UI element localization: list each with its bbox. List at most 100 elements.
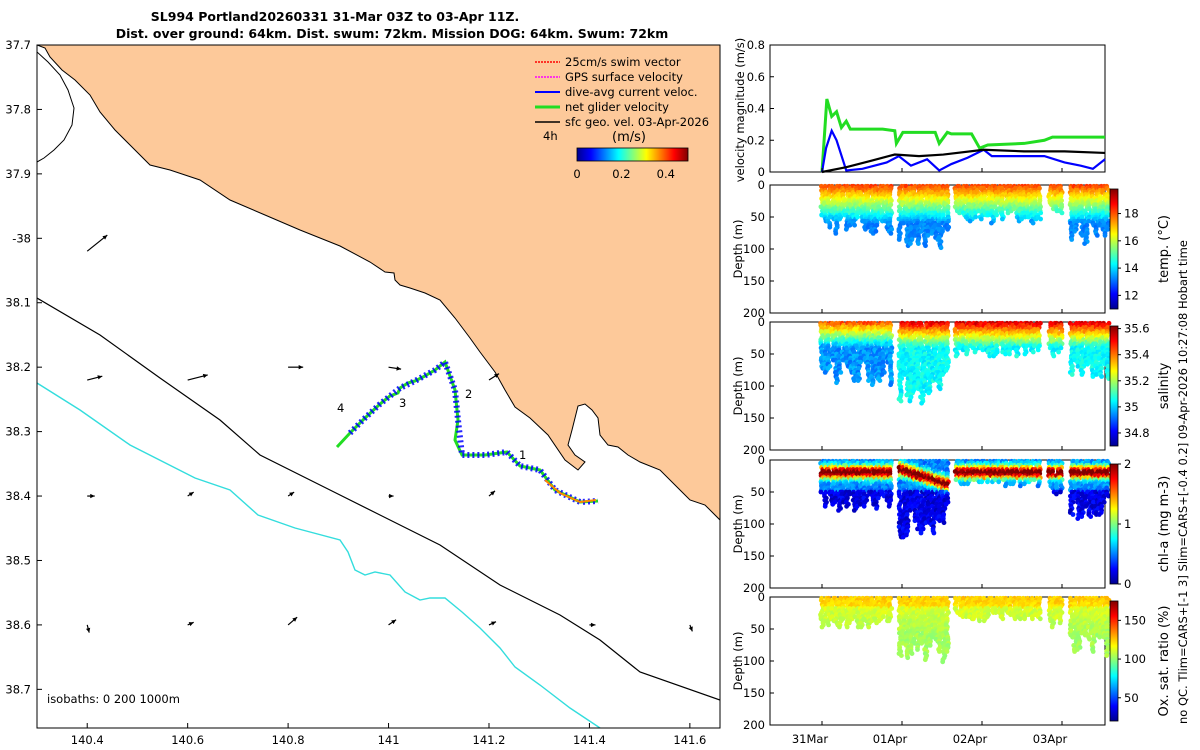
section-dot — [940, 228, 945, 234]
cb-tick-label-3: 18 — [1124, 207, 1139, 221]
colorbar-temperature — [1109, 188, 1119, 310]
glider-track-warm-end — [544, 479, 597, 504]
section-dot — [964, 351, 969, 357]
section-dot — [1051, 353, 1057, 359]
section-dot — [836, 508, 841, 513]
section-dot — [965, 481, 971, 487]
section-dot — [855, 378, 861, 383]
section-dot — [973, 214, 978, 220]
colorbar-title: (m/s) — [612, 130, 646, 145]
cb-tick-label-2: 35.2 — [1124, 374, 1150, 388]
section-dot — [926, 390, 932, 396]
vel-ytick-label-1: 0.2 — [747, 133, 765, 147]
map-xtick-label-4: 141.2 — [473, 733, 506, 747]
geo-arrowhead-4 — [396, 366, 402, 371]
section-dot — [943, 368, 949, 373]
section-dot — [876, 618, 882, 624]
section-dot — [985, 479, 990, 485]
section-dot — [840, 616, 846, 622]
section-dots-temperature — [818, 183, 1112, 251]
section-dot — [1022, 351, 1028, 357]
depth-label-chlorophyll: Depth (m) — [731, 495, 745, 554]
section-dot — [1069, 237, 1075, 242]
section-dot — [1019, 216, 1024, 222]
cb-tick-label-2: 2 — [1124, 457, 1131, 471]
section-dot — [822, 503, 828, 509]
depth-label-salinity: Depth (m) — [731, 357, 745, 416]
legend-geo-velocity: sfc geo. vel. 03-Apr-2026 — [565, 115, 709, 129]
speed-colorbar-ticks: 0 0.2 0.4 — [573, 167, 675, 181]
section-dot — [869, 382, 875, 388]
map-ytick-label-6: 38.3 — [5, 425, 31, 439]
vel-ytick-label-3: 0.6 — [747, 70, 765, 84]
section-dot — [1072, 228, 1077, 234]
section-dot — [1010, 481, 1016, 487]
map-ytick-label-3: -38 — [12, 231, 31, 245]
geo-arrowhead-16 — [590, 622, 596, 628]
map-xtick-label-1: 140.6 — [171, 733, 204, 747]
section-dot — [832, 499, 838, 505]
velocity-panel: 00.20.40.60.8 velocity magnitude (m/s) — [733, 38, 1106, 183]
section-dot — [943, 501, 949, 507]
colorbar-chlorophyll — [1109, 463, 1119, 585]
depth-tick-label-1: 50 — [750, 210, 765, 224]
section-dot — [907, 398, 913, 404]
section-dot — [855, 214, 860, 220]
section-dot — [945, 226, 950, 232]
section-dot — [844, 624, 850, 630]
geostrophic-arrows — [85, 234, 693, 633]
section-dot — [858, 624, 864, 630]
section-dot — [978, 216, 984, 222]
geo-arrowhead-10 — [490, 490, 496, 496]
section-dot — [1011, 206, 1017, 212]
section-dot — [937, 386, 943, 392]
section-dot — [979, 479, 985, 485]
cb-tick-label-0: 12 — [1124, 288, 1139, 302]
section-dot — [1070, 512, 1076, 517]
legend-net-velocity: net glider velocity — [565, 100, 669, 114]
depth-tick-label-3: 150 — [743, 274, 765, 288]
geo-arrowhead-13 — [292, 617, 298, 622]
section-dot — [1075, 218, 1081, 224]
section-dot — [972, 349, 978, 355]
section-dot — [1000, 216, 1005, 222]
section-dot — [941, 520, 947, 526]
section-dot — [1102, 233, 1108, 238]
legend-swim-vector: 25cm/s swim vector — [565, 55, 681, 69]
isobath-1000m — [37, 382, 601, 728]
speed-colorbar — [576, 147, 689, 162]
section-dot — [994, 212, 999, 218]
velocity-ylabel: velocity magnitude (m/s) — [733, 38, 747, 183]
cb-tick-label-1: 1 — [1124, 517, 1131, 531]
cb-tick-label-0: 0 — [1124, 577, 1131, 591]
speed-cb-tick-2: 0.4 — [657, 167, 675, 181]
section-dot — [837, 216, 843, 222]
legend-gps-velocity: GPS surface velocity — [565, 70, 683, 84]
velocity-line-1 — [820, 127, 1106, 173]
section-dot — [819, 624, 825, 630]
section-dot — [996, 479, 1002, 485]
section-dot — [888, 382, 893, 388]
section-dot — [886, 503, 892, 509]
section-dot — [1058, 345, 1064, 351]
map-xtick-label-3: 141 — [378, 733, 400, 747]
section-dot — [825, 365, 831, 371]
section-dot — [822, 370, 828, 375]
title-line-2: Dist. over ground: 64km. Dist. swum: 72k… — [116, 26, 669, 41]
section-dot — [940, 372, 945, 377]
map-ytick-label-1: 37.8 — [5, 102, 31, 116]
section-dot — [925, 233, 931, 238]
section-dot — [1088, 514, 1094, 519]
map-xtick-label-5: 141.4 — [573, 733, 606, 747]
section-dot — [898, 398, 904, 404]
legend-time-step: 4h — [543, 129, 558, 143]
geo-arrowhead-17 — [688, 626, 693, 632]
section-dot — [918, 530, 924, 536]
geo-arrowhead-9 — [389, 493, 394, 499]
section-dot — [916, 241, 921, 247]
cb-tick-label-3: 35.4 — [1124, 348, 1150, 362]
geo-arrowhead-7 — [188, 492, 194, 497]
cb-tick-label-1: 14 — [1124, 261, 1139, 275]
